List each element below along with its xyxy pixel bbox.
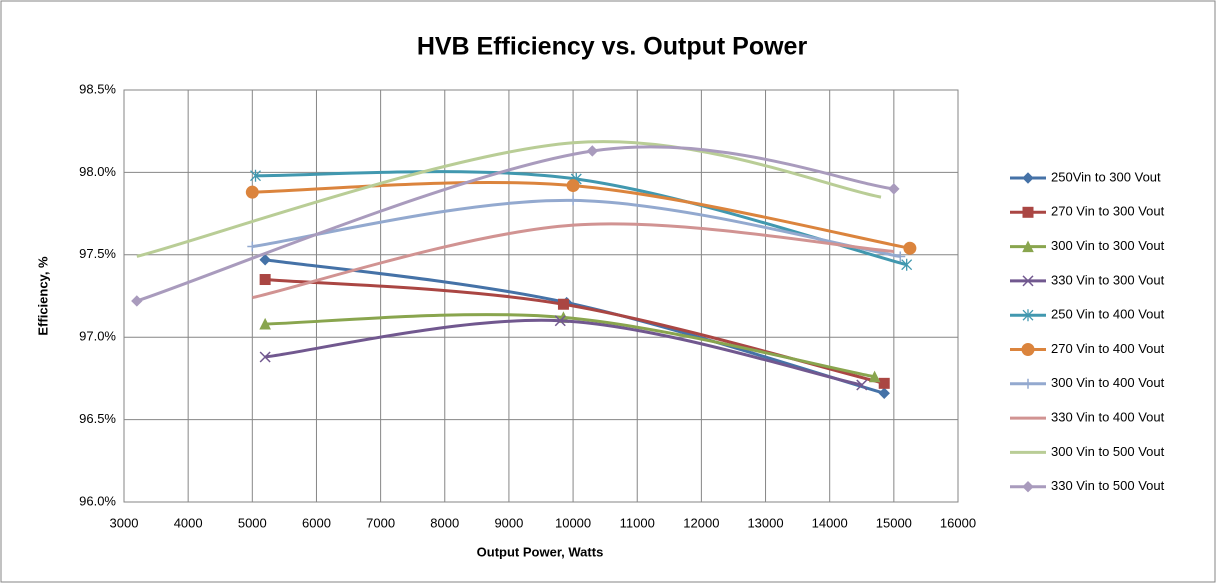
marker [259, 351, 271, 363]
series-line [136, 140, 882, 258]
marker [1022, 309, 1034, 322]
x-tick-label: 14000 [812, 515, 848, 530]
marker [554, 315, 566, 327]
series-line [136, 145, 895, 303]
legend-label: 330 Vin to 300 Vout [1051, 272, 1165, 287]
marker [245, 185, 259, 199]
marker [1022, 275, 1034, 287]
marker [1022, 172, 1034, 184]
marker [856, 379, 868, 391]
y-tick-label: 96.0% [79, 493, 116, 508]
marker [259, 274, 271, 286]
marker [895, 251, 906, 262]
marker [566, 179, 580, 193]
y-tick-label: 97.5% [79, 246, 116, 261]
x-tick-label: 10000 [555, 515, 591, 530]
legend-label: 270 Vin to 300 Vout [1051, 204, 1165, 219]
x-tick-label: 11000 [620, 515, 655, 530]
y-tick-label: 96.5% [79, 411, 116, 426]
y-tick-label: 98.0% [79, 164, 116, 179]
marker [1022, 206, 1034, 218]
marker [1023, 378, 1033, 389]
x-tick-label: 3000 [110, 515, 139, 530]
marker [586, 145, 599, 157]
marker [259, 254, 271, 266]
marker [878, 377, 890, 389]
marker [1022, 240, 1034, 253]
marker [1021, 343, 1035, 356]
legend-label: 300 Vin to 500 Vout [1051, 444, 1165, 459]
x-axis-label: Output Power, Watts [477, 544, 604, 559]
marker [878, 387, 890, 399]
legend-label: 300 Vin to 400 Vout [1051, 375, 1165, 390]
marker [903, 241, 917, 255]
legend-label: 300 Vin to 300 Vout [1051, 238, 1165, 253]
x-tick-label: 13000 [747, 515, 783, 530]
marker [557, 298, 569, 310]
marker [259, 317, 271, 330]
legend-label: 250 Vin to 400 Vout [1051, 307, 1165, 322]
x-tick-label: 5000 [238, 515, 267, 530]
legend-label: 270 Vin to 400 Vout [1051, 341, 1165, 356]
legend-label: 250Vin to 300 Vout [1051, 169, 1161, 184]
y-tick-label: 98.5% [79, 81, 116, 96]
y-axis-label: Efficiency, % [35, 256, 50, 336]
x-tick-label: 15000 [876, 515, 912, 530]
legend-label: 330 Vin to 500 Vout [1051, 478, 1165, 493]
marker [901, 258, 913, 271]
x-tick-label: 4000 [174, 515, 203, 530]
marker [250, 169, 261, 182]
marker [247, 241, 258, 252]
y-tick-label: 97.0% [79, 329, 116, 344]
marker [131, 295, 143, 307]
x-tick-label: 16000 [940, 515, 976, 530]
chart-title: HVB Efficiency vs. Output Power [417, 33, 808, 61]
marker [868, 370, 881, 383]
x-tick-label: 7000 [366, 515, 395, 530]
marker [568, 195, 579, 206]
marker [1022, 480, 1034, 493]
legend-label: 330 Vin to 400 Vout [1051, 410, 1165, 425]
series-line [251, 222, 894, 300]
x-tick-label: 9000 [494, 515, 523, 530]
x-tick-label: 12000 [683, 515, 719, 530]
x-tick-label: 8000 [430, 515, 459, 530]
plot-border [123, 89, 959, 503]
marker [888, 183, 900, 195]
x-tick-label: 6000 [302, 515, 331, 530]
